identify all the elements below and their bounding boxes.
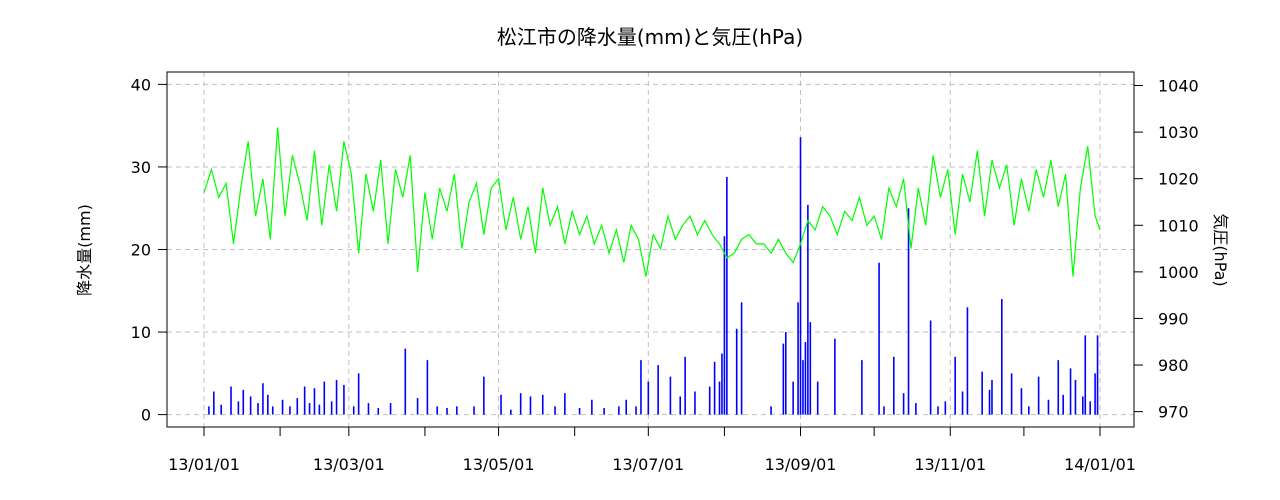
y-right-tick-label: 1000 <box>1158 263 1199 282</box>
y-left-tick-label: 10 <box>131 323 151 342</box>
x-tick-label: 13/09/01 <box>765 455 837 474</box>
y-right-tick-label: 970 <box>1158 403 1189 422</box>
y-left-tick-label: 40 <box>131 75 151 94</box>
y-left-tick-label: 0 <box>141 406 151 425</box>
y-axis-left-label: 降水量(mm) <box>75 204 94 296</box>
x-tick-label: 13/11/01 <box>914 455 986 474</box>
y-axis-right-label: 気圧(hPa) <box>1211 213 1230 286</box>
pressure-line <box>203 127 1101 277</box>
x-tick-label: 13/01/01 <box>168 455 240 474</box>
y-right-tick-label: 990 <box>1158 309 1189 328</box>
y-left-tick-label: 30 <box>131 158 151 177</box>
y-left-tick-label: 20 <box>131 241 151 260</box>
x-tick-label: 13/05/01 <box>463 455 535 474</box>
y-right-tick-label: 980 <box>1158 356 1189 375</box>
x-tick-label: 14/01/01 <box>1064 455 1136 474</box>
y-right-tick-label: 1010 <box>1158 216 1199 235</box>
y-right-tick-label: 1030 <box>1158 123 1199 142</box>
x-axis: 13/01/01 13/03/01 13/05/01 13/07/01 13/09/01… <box>168 427 1136 474</box>
chart-title: 松江市の降水量(mm)と気圧(hPa) <box>497 25 803 49</box>
grid-lines <box>167 72 1134 427</box>
y-right-tick-label: 1040 <box>1158 77 1199 96</box>
x-tick-label: 13/03/01 <box>313 455 385 474</box>
y-right-tick-label: 1020 <box>1158 170 1199 189</box>
pressure-line-layer <box>203 127 1101 277</box>
y-axis-right: 970 980 990 1000 1010 1020 1030 1040 <box>1134 77 1199 422</box>
y-axis-left: 0 10 20 30 40 <box>131 75 167 425</box>
precipitation-bars <box>208 137 1099 415</box>
x-tick-label: 13/07/01 <box>612 455 684 474</box>
